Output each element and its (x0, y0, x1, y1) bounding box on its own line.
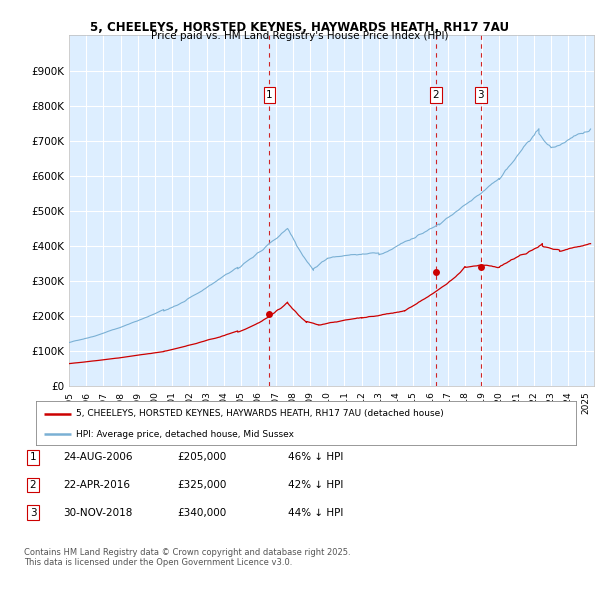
Text: £325,000: £325,000 (177, 480, 226, 490)
Text: 44% ↓ HPI: 44% ↓ HPI (288, 508, 343, 517)
Text: 2: 2 (29, 480, 37, 490)
Text: 2: 2 (433, 90, 439, 100)
Text: 5, CHEELEYS, HORSTED KEYNES, HAYWARDS HEATH, RH17 7AU: 5, CHEELEYS, HORSTED KEYNES, HAYWARDS HE… (91, 21, 509, 34)
Text: 1: 1 (266, 90, 273, 100)
Text: £340,000: £340,000 (177, 508, 226, 517)
Text: 30-NOV-2018: 30-NOV-2018 (63, 508, 133, 517)
Text: Price paid vs. HM Land Registry's House Price Index (HPI): Price paid vs. HM Land Registry's House … (151, 31, 449, 41)
Text: 3: 3 (29, 508, 37, 517)
Text: 42% ↓ HPI: 42% ↓ HPI (288, 480, 343, 490)
Text: 5, CHEELEYS, HORSTED KEYNES, HAYWARDS HEATH, RH17 7AU (detached house): 5, CHEELEYS, HORSTED KEYNES, HAYWARDS HE… (77, 409, 444, 418)
Text: 24-AUG-2006: 24-AUG-2006 (63, 453, 133, 462)
Text: Contains HM Land Registry data © Crown copyright and database right 2025.
This d: Contains HM Land Registry data © Crown c… (24, 548, 350, 567)
Text: 46% ↓ HPI: 46% ↓ HPI (288, 453, 343, 462)
Text: HPI: Average price, detached house, Mid Sussex: HPI: Average price, detached house, Mid … (77, 430, 295, 439)
Text: 1: 1 (29, 453, 37, 462)
Text: 3: 3 (478, 90, 484, 100)
Text: £205,000: £205,000 (177, 453, 226, 462)
Text: 22-APR-2016: 22-APR-2016 (63, 480, 130, 490)
